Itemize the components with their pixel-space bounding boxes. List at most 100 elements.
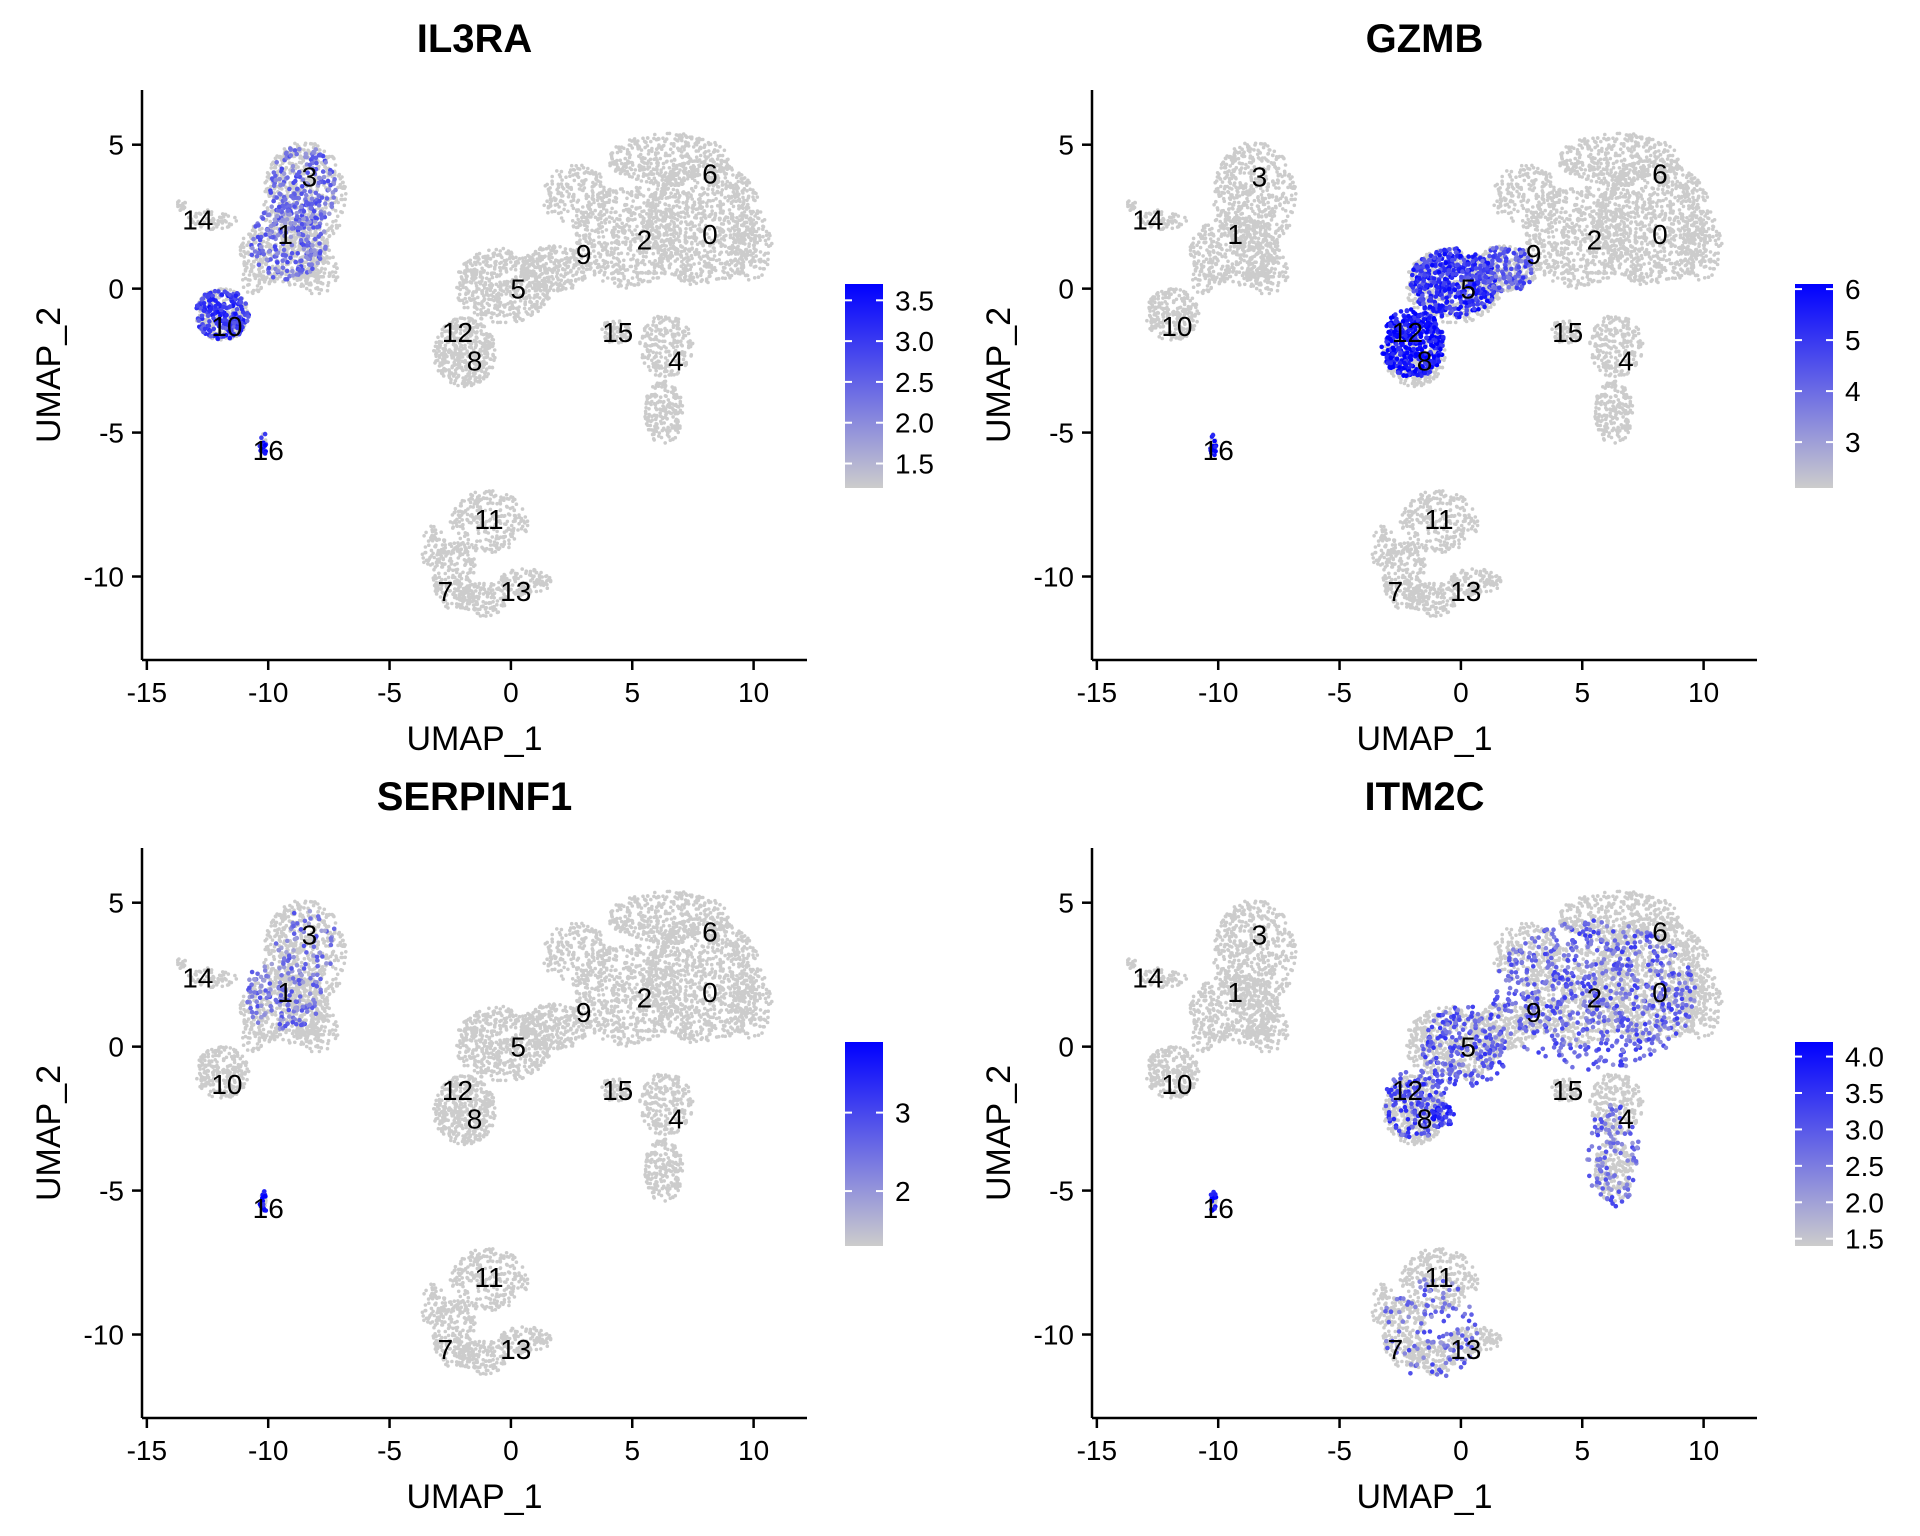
cell-point [514, 255, 518, 260]
cell-point [748, 209, 753, 214]
cell-point [325, 237, 329, 242]
cell-point [630, 204, 634, 209]
cell-point [646, 271, 650, 276]
cell-point [677, 327, 681, 331]
cell-point [645, 203, 649, 208]
cell-point [682, 279, 687, 283]
cell-point [641, 168, 645, 172]
cell-point [631, 211, 636, 215]
cell-point [633, 168, 638, 172]
cell-point [580, 163, 584, 168]
cell-point [671, 335, 675, 339]
cell-point [690, 240, 694, 245]
cell-point [320, 275, 324, 279]
cell-point [640, 270, 644, 275]
cell-point [652, 241, 656, 246]
cell-point [520, 266, 525, 271]
cell-point [485, 354, 490, 359]
cell-point [315, 268, 320, 273]
cell-point [641, 155, 645, 160]
cell-point [748, 187, 752, 192]
cell-point [652, 215, 656, 220]
cell-point [258, 257, 263, 261]
cell-point [723, 176, 728, 180]
cell-point [689, 136, 694, 141]
cell-point [697, 137, 701, 142]
cell-point [676, 331, 680, 336]
cell-point [742, 176, 747, 180]
cell-point [592, 200, 596, 205]
cell-point [752, 265, 757, 269]
cell-point [646, 364, 651, 369]
cell-point [642, 201, 646, 205]
cell-point [297, 246, 302, 251]
cell-point [475, 336, 479, 340]
cell-point [591, 249, 596, 253]
cell-point [564, 260, 569, 265]
cell-point [623, 268, 628, 273]
cell-point [511, 264, 515, 269]
cell-point [176, 204, 180, 209]
cell-point [553, 251, 558, 255]
cell-point [627, 138, 632, 142]
cell-point [676, 139, 680, 143]
cell-point [663, 270, 667, 274]
cell-point [688, 282, 693, 287]
cell-point [657, 359, 661, 364]
cell-point [501, 310, 505, 315]
cell-point [621, 240, 625, 245]
cell-point [629, 264, 634, 269]
cell-point [720, 153, 725, 158]
cell-point [746, 225, 750, 229]
cell-point [653, 363, 657, 367]
cell-point [729, 273, 734, 278]
cell-point [327, 248, 332, 253]
cell-point [688, 226, 693, 231]
cell-point [569, 187, 574, 191]
cell-point [475, 330, 479, 334]
cell-point [683, 134, 688, 138]
cell-point [304, 286, 309, 291]
cell-point [457, 358, 461, 362]
cell-point [454, 352, 459, 356]
cell-point [692, 231, 697, 236]
cell-point [485, 255, 490, 259]
cell-point [721, 230, 725, 234]
cell-point [629, 230, 634, 234]
cell-point [560, 178, 564, 182]
cell-point [739, 180, 744, 184]
cell-point [627, 174, 632, 179]
cell-point [476, 295, 480, 300]
cell-point [765, 262, 770, 267]
cell-point [484, 340, 488, 344]
cell-point [713, 140, 717, 145]
cell-point [546, 289, 550, 293]
cell-point [667, 177, 672, 182]
cell-point [675, 268, 679, 272]
cell-point [569, 278, 573, 283]
cell-point [597, 212, 601, 217]
cell-point [267, 242, 271, 246]
cell-point [664, 196, 669, 200]
cell-point [505, 313, 510, 317]
cell-point [719, 192, 724, 197]
cell-point [648, 368, 652, 373]
cell-point [756, 226, 761, 231]
cell-point [652, 167, 656, 172]
cell-point [538, 305, 543, 309]
cell-point [571, 273, 575, 278]
cell-point [655, 187, 660, 191]
cell-point [505, 283, 509, 288]
cell-point [758, 210, 763, 214]
cell-point [504, 262, 509, 267]
cell-point [559, 210, 563, 215]
cell-point [284, 272, 288, 277]
cell-point [225, 225, 230, 229]
cell-point [581, 213, 586, 218]
cell-point [540, 271, 544, 276]
cell-point [343, 197, 348, 202]
cell-point [548, 204, 552, 209]
cell-point [316, 273, 320, 277]
cell-point [447, 374, 451, 378]
cell-point [681, 210, 686, 214]
